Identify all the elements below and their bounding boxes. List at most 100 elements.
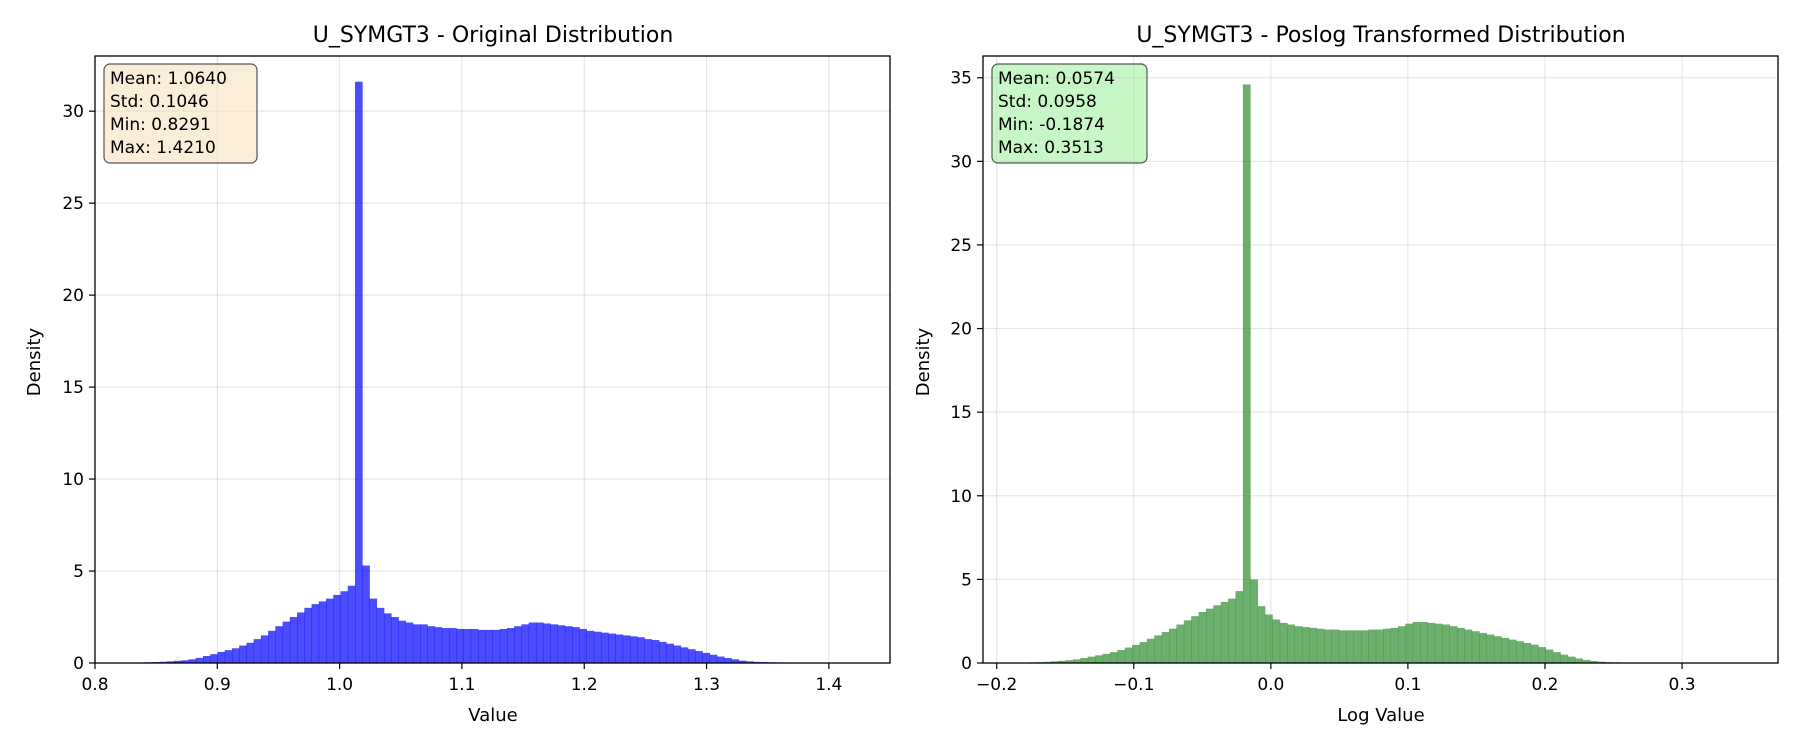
y-axis-label: Density — [913, 327, 934, 396]
histogram-bar — [1265, 614, 1273, 663]
histogram-bar — [1538, 647, 1547, 663]
histogram-bar — [1420, 622, 1428, 663]
histogram-bar — [745, 661, 754, 663]
histogram-bar — [412, 624, 421, 663]
histogram-bar — [405, 622, 414, 663]
histogram-bar — [1279, 622, 1288, 663]
histogram-bar — [1457, 627, 1465, 663]
histogram-bar — [666, 643, 674, 663]
histogram-bar — [1272, 619, 1281, 663]
histogram-bar — [687, 649, 696, 663]
histogram-bar — [1516, 641, 1524, 663]
histogram-bar — [702, 652, 711, 663]
x-tick-label: 0.0 — [1257, 675, 1284, 695]
histogram-bar — [1545, 649, 1554, 663]
plot-frame — [94, 55, 891, 664]
histogram-bar — [1220, 601, 1229, 663]
histogram-bar — [260, 635, 269, 663]
histogram-bar — [1589, 660, 1598, 663]
histogram-bar — [528, 622, 537, 663]
histogram-bar — [224, 650, 233, 663]
original-distribution-panel: U_SYMGT3 - Original Distribution Density… — [24, 23, 891, 726]
histogram-bar — [383, 613, 392, 663]
histogram-bar — [738, 660, 747, 663]
histogram-bar — [318, 601, 327, 663]
histogram-bar — [1493, 636, 1502, 663]
x-tick-label: 0.3 — [1669, 675, 1696, 695]
x-tick-label: 0.9 — [204, 675, 231, 695]
histogram-bar — [1383, 628, 1391, 663]
stat-mean: Mean: 1.0640 — [110, 69, 227, 89]
histogram-bar — [1146, 638, 1155, 663]
histogram-bar — [1338, 630, 1347, 663]
histogram-bar — [485, 629, 493, 663]
histogram-bar — [1353, 630, 1362, 663]
histogram-bar — [304, 607, 312, 663]
stat-min: Min: -0.1874 — [998, 115, 1105, 135]
stat-std: Std: 0.1046 — [110, 92, 209, 112]
histogram-bar — [1486, 634, 1495, 663]
x-tick-label: 1.4 — [815, 675, 842, 695]
histogram-bar — [268, 630, 276, 663]
chart-title: U_SYMGT3 - Poslog Transformed Distributi… — [1136, 23, 1625, 48]
histogram-bar — [391, 617, 399, 663]
histogram-bar — [297, 612, 305, 663]
stat-std: Std: 0.0958 — [998, 92, 1097, 112]
stats-box: Mean: 1.0640 Std: 0.1046 Min: 0.8291 Max… — [103, 63, 258, 164]
histogram-bar — [1058, 660, 1067, 663]
histogram-bar — [572, 627, 580, 663]
histogram-bar — [231, 648, 240, 663]
x-tick-label: 1.0 — [326, 675, 353, 695]
histogram-bar — [1087, 656, 1096, 663]
histogram-bar — [470, 628, 479, 663]
y-tick-label: 15 — [950, 403, 972, 423]
histogram-bar — [1405, 623, 1414, 663]
histogram-bar — [217, 651, 226, 663]
histogram-bar — [1464, 629, 1473, 663]
histogram-bar — [1191, 616, 1199, 663]
histogram-bar — [1287, 624, 1295, 663]
histogram-bar — [1235, 591, 1244, 663]
histogram-bar — [202, 656, 211, 663]
stat-max: Max: 1.4210 — [110, 138, 216, 158]
histogram-bar — [579, 628, 587, 663]
histogram-bar — [1124, 647, 1133, 663]
histogram-bar — [1161, 632, 1170, 663]
histogram-bar — [376, 607, 385, 663]
x-tick-label: 1.1 — [448, 675, 475, 695]
histogram-bar — [1567, 656, 1576, 663]
histogram-bar — [289, 617, 298, 663]
histogram-bar — [253, 639, 262, 663]
y-tick-label: 25 — [62, 194, 84, 214]
y-tick-label: 15 — [62, 378, 84, 398]
histogram-bar — [1368, 629, 1377, 663]
histogram-bar — [1242, 84, 1251, 664]
histogram-bar — [1176, 624, 1185, 663]
histogram-bar — [644, 639, 653, 663]
x-tick-label: −0.1 — [1113, 675, 1154, 695]
histogram-bar — [333, 594, 341, 663]
histogram-bar — [1397, 626, 1406, 663]
histogram-bar — [463, 628, 472, 663]
y-tick-label: 35 — [950, 69, 972, 89]
y-tick-label: 30 — [62, 102, 84, 122]
x-tick-label: 1.3 — [693, 675, 720, 695]
histogram-bar — [1412, 622, 1421, 663]
y-tick-label: 5 — [73, 562, 84, 582]
y-tick-label: 20 — [950, 320, 972, 340]
stats-box: Mean: 0.0574 Std: 0.0958 Min: -0.1874 Ma… — [991, 63, 1148, 164]
histogram-bar — [420, 624, 428, 663]
histogram-bar — [1324, 629, 1332, 663]
x-tick-label: 0.2 — [1531, 675, 1558, 695]
histogram-bar — [210, 654, 218, 663]
histogram-bar — [1205, 608, 1214, 663]
histogram-bar — [1523, 642, 1532, 663]
histogram-bar — [543, 623, 551, 663]
histogram-bar — [311, 604, 320, 663]
histogram-bar — [514, 626, 522, 663]
histogram-bar — [1582, 659, 1591, 663]
histogram-bar — [1390, 627, 1399, 663]
histogram-bar — [1560, 654, 1569, 663]
histogram-bar — [1471, 631, 1480, 663]
histogram-bar — [354, 81, 363, 663]
